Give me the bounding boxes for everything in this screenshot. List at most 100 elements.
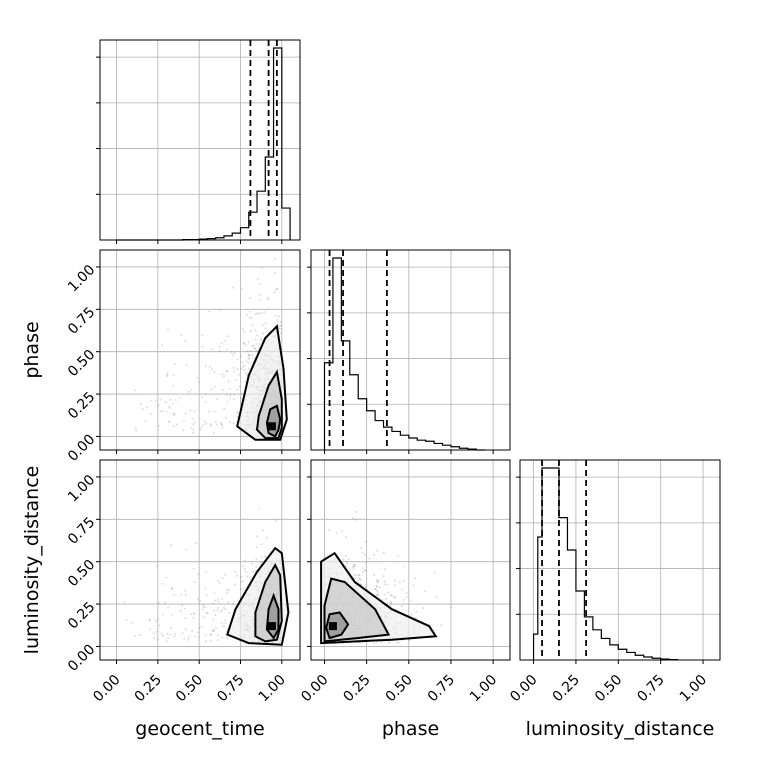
- sample-point: [258, 507, 261, 510]
- sample-point: [277, 315, 280, 318]
- sample-point: [145, 406, 148, 409]
- sample-point: [377, 593, 380, 596]
- pair-phase-luminosity_distance-xtick-label-4: 1.00: [467, 672, 500, 705]
- sample-point: [240, 355, 242, 358]
- sample-point: [184, 589, 187, 592]
- sample-point: [253, 356, 256, 359]
- sample-point: [401, 588, 404, 591]
- sample-point: [363, 569, 366, 572]
- sample-point: [222, 375, 225, 378]
- sample-point: [167, 420, 170, 423]
- sample-point: [221, 609, 224, 612]
- sample-point: [260, 556, 263, 559]
- sample-point: [190, 613, 193, 616]
- sample-point: [208, 365, 211, 368]
- sample-point: [273, 291, 276, 294]
- sample-point: [224, 339, 227, 342]
- sample-point: [184, 628, 187, 631]
- sample-point: [221, 373, 224, 376]
- sample-point: [165, 640, 168, 643]
- sample-point: [255, 566, 258, 569]
- sample-point: [256, 278, 259, 281]
- sample-point: [184, 617, 187, 620]
- sample-point: [223, 408, 226, 411]
- sample-point: [249, 316, 251, 319]
- sample-point: [373, 642, 375, 644]
- sample-point: [172, 425, 175, 428]
- sample-point: [160, 632, 163, 635]
- sample-point: [226, 335, 229, 338]
- sample-point: [353, 574, 356, 576]
- sample-point: [168, 405, 171, 408]
- pair-geocent_time-luminosity_distance-xtick-label-3: 0.75: [214, 672, 247, 705]
- sample-point: [221, 636, 224, 639]
- sample-point: [130, 621, 133, 624]
- sample-point: [356, 580, 359, 583]
- sample-point: [207, 410, 210, 413]
- pair-geocent_time-luminosity_distance-xtick-label-2: 0.50: [173, 672, 206, 705]
- sample-point: [394, 579, 396, 582]
- sample-point: [274, 257, 276, 260]
- sample-point: [394, 584, 397, 587]
- hist-geocent_time-border: [99, 39, 301, 241]
- sample-point: [358, 574, 361, 577]
- sample-point: [139, 634, 142, 637]
- sample-point: [254, 313, 257, 316]
- sample-point: [372, 553, 375, 556]
- sample-point: [450, 606, 453, 609]
- sample-point: [134, 635, 137, 637]
- sample-point: [243, 364, 246, 367]
- sample-point: [212, 629, 214, 632]
- sample-point: [166, 371, 169, 374]
- sample-point: [202, 606, 205, 608]
- sample-point: [414, 616, 417, 619]
- sample-point: [210, 423, 212, 426]
- sample-point: [155, 630, 158, 633]
- hist-phase-panel: [310, 249, 511, 451]
- ylabel-phase: phase: [21, 321, 43, 378]
- sample-point: [259, 561, 262, 564]
- sample-point: [123, 601, 126, 604]
- sample-point: [247, 354, 250, 357]
- sample-point: [162, 634, 164, 637]
- sample-point: [224, 619, 227, 622]
- pair-geocent_time-luminosity_distance-ytick-label-2: 0.50: [65, 557, 98, 590]
- pair-phase-luminosity_distance-xtick-label-3: 0.75: [425, 672, 458, 705]
- sample-point: [212, 629, 215, 632]
- sample-point: [358, 578, 361, 581]
- sample-point: [435, 596, 438, 599]
- sample-point: [174, 632, 177, 635]
- sample-point: [148, 618, 151, 621]
- sample-point: [387, 591, 390, 594]
- pair-phase-luminosity_distance-xtick-label-0: 0.00: [298, 672, 331, 705]
- pair-phase-luminosity_distance-contour-1: [323, 577, 391, 643]
- sample-point: [360, 547, 363, 550]
- pair-geocent_time-phase-contour-1: [255, 369, 283, 440]
- sample-point: [395, 641, 398, 644]
- sample-point: [335, 531, 338, 534]
- sample-point: [217, 580, 220, 582]
- sample-point: [152, 632, 155, 635]
- sample-point: [414, 577, 417, 580]
- pair-geocent_time-phase-peak: [267, 422, 276, 431]
- sample-point: [153, 637, 156, 640]
- sample-point: [240, 393, 243, 395]
- sample-point: [258, 346, 261, 349]
- sample-point: [183, 607, 186, 610]
- sample-point: [327, 529, 330, 531]
- sample-point: [424, 590, 426, 593]
- sample-point: [241, 287, 243, 290]
- sample-point: [389, 601, 392, 604]
- sample-point: [150, 413, 153, 415]
- sample-point: [365, 583, 368, 586]
- sample-point: [263, 311, 266, 314]
- sample-point: [169, 633, 171, 636]
- sample-point: [208, 310, 211, 313]
- sample-point: [161, 344, 164, 347]
- sample-point: [260, 311, 263, 314]
- sample-point: [357, 573, 360, 576]
- sample-point: [397, 554, 400, 557]
- xlabel-luminosity_distance: luminosity_distance: [526, 718, 715, 740]
- sample-point: [216, 398, 219, 401]
- sample-point: [157, 602, 160, 604]
